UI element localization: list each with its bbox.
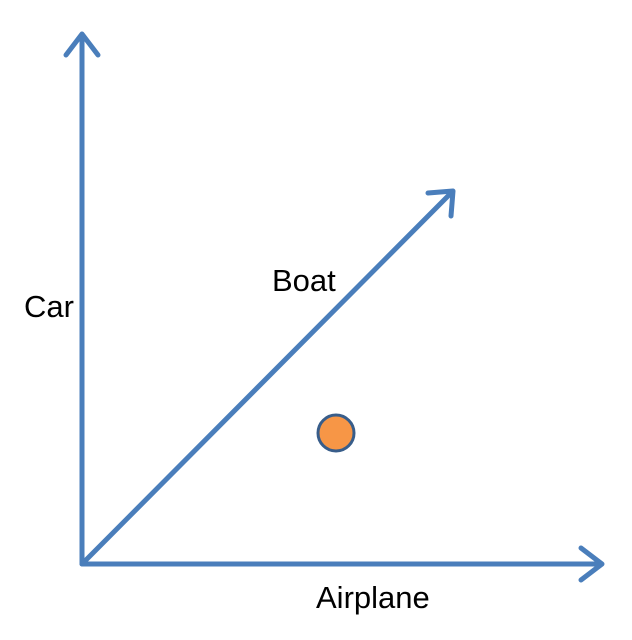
airplane-axis-arrowhead xyxy=(578,545,605,583)
airplane-axis xyxy=(79,545,605,583)
boat-axis-arrowhead xyxy=(425,188,456,219)
boat-axis-line xyxy=(81,189,455,565)
car-axis xyxy=(63,31,101,567)
data-point xyxy=(316,413,356,453)
car-axis-label: Car xyxy=(24,289,74,324)
boat-axis-label: Boat xyxy=(272,263,336,298)
car-axis-arrowhead xyxy=(63,31,101,58)
boat-axis xyxy=(81,188,456,565)
airplane-axis-label: Airplane xyxy=(316,580,430,615)
